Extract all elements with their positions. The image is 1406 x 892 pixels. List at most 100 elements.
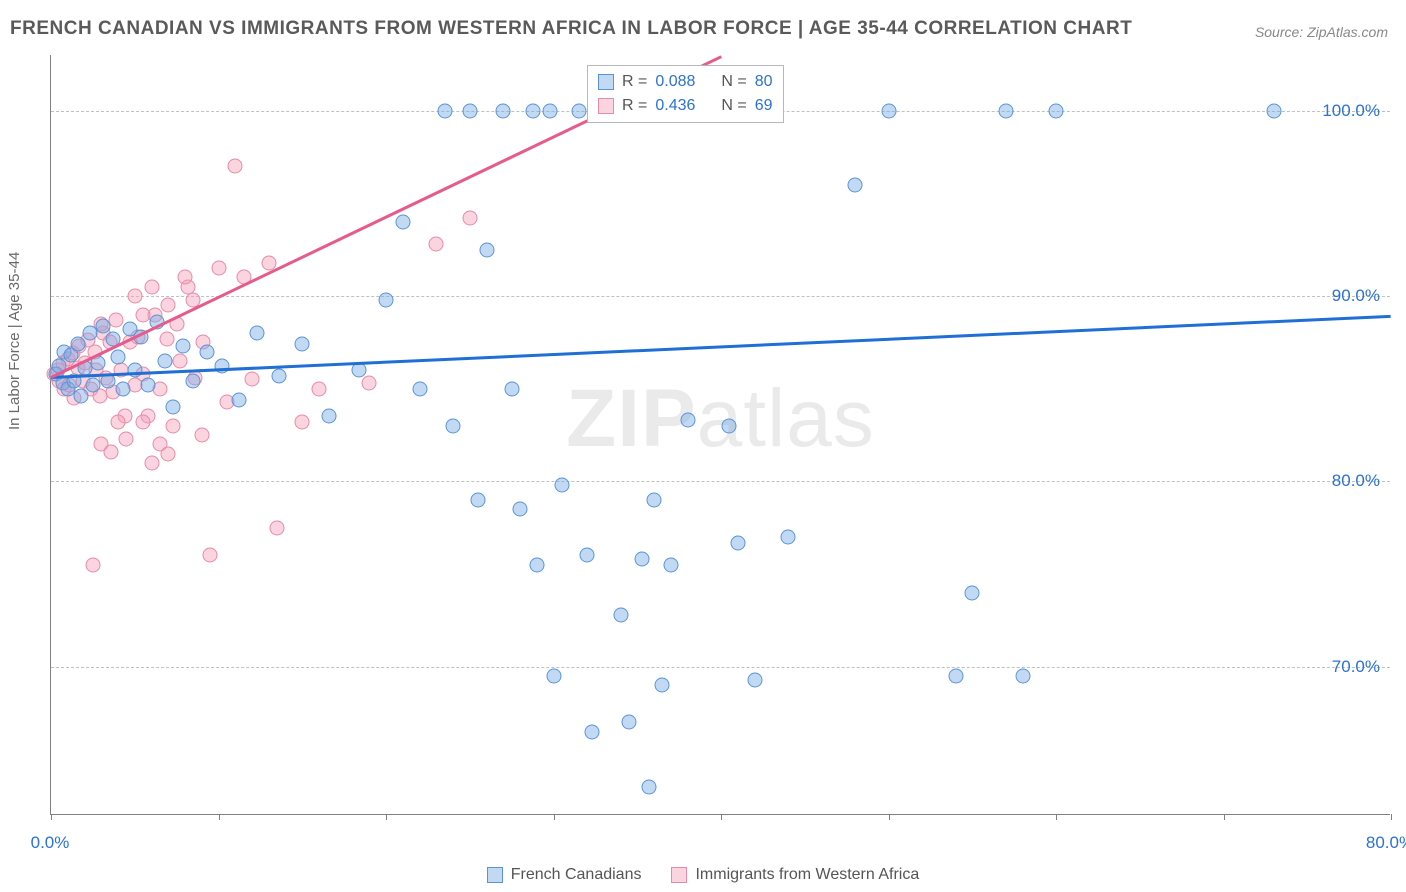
scatter-point (546, 668, 561, 683)
scatter-point (585, 724, 600, 739)
scatter-point (429, 237, 444, 252)
scatter-point (496, 103, 511, 118)
scatter-point (647, 492, 662, 507)
x-tick (219, 814, 220, 820)
scatter-point (178, 270, 193, 285)
scatter-point (231, 392, 246, 407)
scatter-point (85, 377, 100, 392)
scatter-point (203, 548, 218, 563)
scatter-point (437, 103, 452, 118)
y-axis-label: In Labor Force | Age 35-44 (6, 252, 23, 430)
scatter-point (295, 415, 310, 430)
scatter-point (157, 353, 172, 368)
source-attribution: Source: ZipAtlas.com (1255, 24, 1388, 40)
x-tick (51, 814, 52, 820)
scatter-point (111, 415, 126, 430)
legend-label-series1: French Canadians (511, 866, 642, 884)
watermark-rest: atlas (697, 373, 875, 464)
legend-swatch-series1 (487, 867, 503, 883)
scatter-point (471, 492, 486, 507)
stats-n-value: 69 (755, 97, 773, 115)
scatter-point (998, 103, 1013, 118)
scatter-point (462, 211, 477, 226)
x-tick (1056, 814, 1057, 820)
scatter-point (379, 292, 394, 307)
y-tick-label: 100.0% (1322, 101, 1380, 121)
scatter-point (159, 331, 174, 346)
scatter-point (479, 242, 494, 257)
scatter-point (395, 214, 410, 229)
scatter-point (655, 678, 670, 693)
gridline (51, 296, 1390, 297)
x-tick (554, 814, 555, 820)
stats-r-value: 0.088 (655, 73, 695, 91)
x-tick (721, 814, 722, 820)
scatter-point (161, 446, 176, 461)
scatter-point (965, 585, 980, 600)
trend-line (51, 315, 1391, 379)
scatter-point (730, 535, 745, 550)
scatter-point (199, 344, 214, 359)
y-tick-label: 70.0% (1332, 657, 1380, 677)
scatter-point (166, 418, 181, 433)
scatter-point (513, 502, 528, 517)
scatter-point (166, 400, 181, 415)
scatter-point (412, 381, 427, 396)
scatter-point (104, 444, 119, 459)
y-tick-label: 90.0% (1332, 286, 1380, 306)
scatter-point (136, 415, 151, 430)
stats-row: R =0.088N =80 (598, 70, 773, 94)
scatter-point (635, 552, 650, 567)
watermark-bold: ZIP (566, 373, 697, 464)
x-tick (386, 814, 387, 820)
scatter-point (781, 529, 796, 544)
watermark: ZIPatlas (566, 372, 875, 466)
scatter-point (848, 177, 863, 192)
x-tick (1224, 814, 1225, 820)
scatter-point (211, 261, 226, 276)
legend-label-series2: Immigrants from Western Africa (695, 866, 919, 884)
legend-item-series1: French Canadians (487, 866, 642, 884)
scatter-point (95, 318, 110, 333)
scatter-point (250, 326, 265, 341)
scatter-point (144, 279, 159, 294)
x-tick (1391, 814, 1392, 820)
stats-row: R =0.436N =69 (598, 94, 773, 118)
stats-r-label: R = (622, 73, 647, 91)
plot-area: ZIPatlas 70.0%80.0%90.0%100.0%R =0.088N … (50, 55, 1390, 815)
scatter-point (1049, 103, 1064, 118)
scatter-point (176, 339, 191, 354)
y-tick-label: 80.0% (1332, 471, 1380, 491)
scatter-point (119, 431, 134, 446)
scatter-point (228, 159, 243, 174)
scatter-point (621, 715, 636, 730)
scatter-point (1266, 103, 1281, 118)
stats-box: R =0.088N =80R =0.436N =69 (587, 65, 784, 123)
scatter-point (641, 780, 656, 795)
stats-r-label: R = (622, 97, 647, 115)
scatter-point (295, 337, 310, 352)
scatter-point (529, 557, 544, 572)
stats-r-value: 0.436 (655, 97, 695, 115)
scatter-point (462, 103, 477, 118)
stats-n-value: 80 (755, 73, 773, 91)
chart-title: FRENCH CANADIAN VS IMMIGRANTS FROM WESTE… (10, 18, 1132, 40)
scatter-point (613, 607, 628, 622)
scatter-point (141, 377, 156, 392)
scatter-point (245, 372, 260, 387)
scatter-point (186, 374, 201, 389)
scatter-point (554, 478, 569, 493)
scatter-point (362, 376, 377, 391)
gridline (51, 667, 1390, 668)
scatter-point (747, 672, 762, 687)
x-tick-label: 80.0% (1366, 833, 1406, 853)
stats-swatch (598, 98, 614, 114)
legend-swatch-series2 (671, 867, 687, 883)
scatter-point (352, 363, 367, 378)
scatter-point (571, 103, 586, 118)
legend-item-series2: Immigrants from Western Africa (671, 866, 919, 884)
scatter-point (543, 103, 558, 118)
gridline (51, 481, 1390, 482)
scatter-point (127, 288, 142, 303)
scatter-point (70, 337, 85, 352)
